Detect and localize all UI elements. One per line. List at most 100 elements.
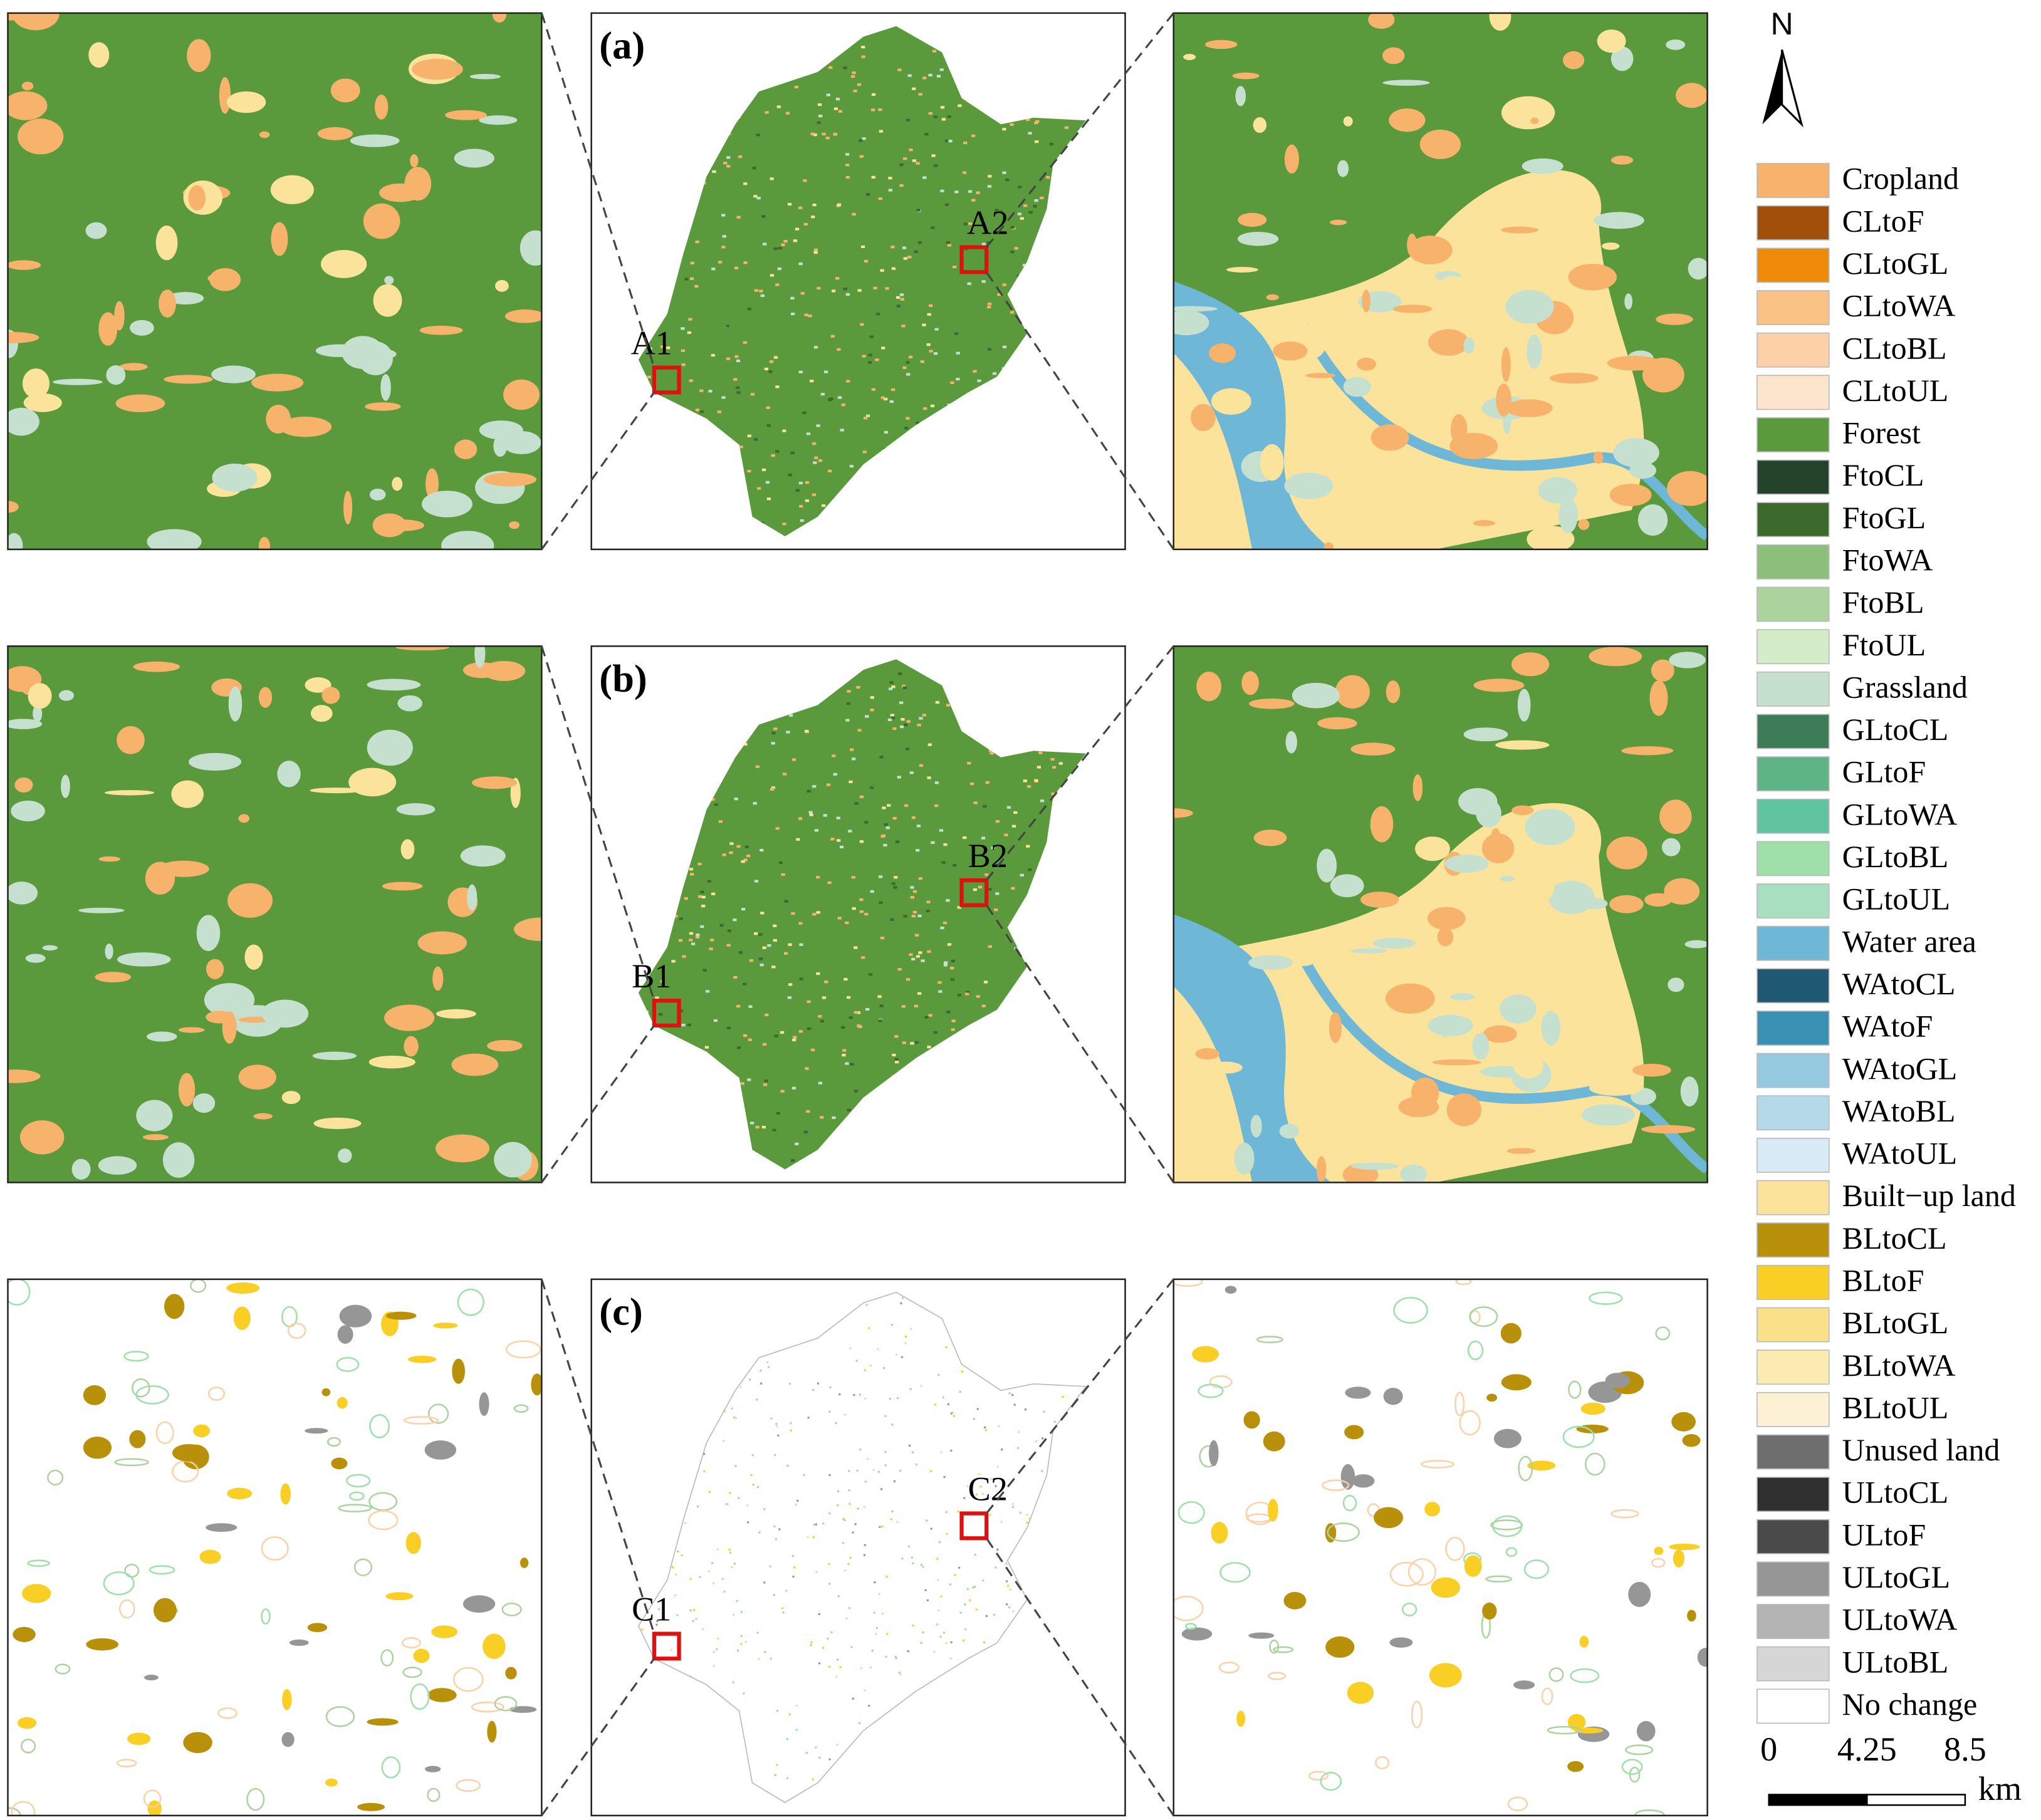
texture-dot (956, 378, 960, 381)
texture-dot (1028, 132, 1032, 135)
texture-dot (871, 175, 875, 179)
patch (454, 439, 478, 459)
texture-dot (934, 804, 939, 808)
texture-dot (810, 1641, 813, 1644)
patch (479, 1392, 489, 1417)
texture-dot (1023, 204, 1028, 207)
texture-dot (709, 947, 713, 950)
texture-dot (936, 75, 941, 78)
patch (1267, 1672, 1287, 1680)
patch (313, 1117, 362, 1130)
patch (98, 1156, 137, 1175)
patch (21, 1739, 36, 1754)
patch (1370, 806, 1394, 843)
texture-dot (874, 1633, 877, 1635)
texture-dot (808, 315, 812, 318)
texture-dot (760, 294, 765, 298)
texture-dot (765, 111, 769, 114)
texture-dot (891, 685, 895, 689)
patch (1579, 1636, 1589, 1648)
patch (1606, 836, 1647, 870)
patch (1209, 1061, 1243, 1074)
texture-dot (868, 1327, 870, 1329)
texture-dot (799, 504, 803, 508)
texture-dot (872, 1469, 875, 1471)
patch (1467, 1340, 1484, 1360)
patch (1522, 158, 1563, 174)
texture-dot (785, 1589, 788, 1592)
texture-dot (864, 821, 869, 824)
patch (1628, 1581, 1651, 1608)
texture-dot (711, 892, 716, 895)
texture-dot (756, 1631, 759, 1634)
legend-swatch (1757, 205, 1830, 241)
texture-dot (1046, 176, 1050, 179)
texture-dot (947, 244, 952, 247)
patch (1548, 1667, 1564, 1682)
texture-dot (704, 1046, 709, 1049)
texture-dot (800, 519, 804, 522)
texture-dot (962, 1639, 964, 1641)
texture-dot (763, 1508, 766, 1511)
texture-dot (717, 410, 722, 413)
patch (209, 268, 241, 291)
texture-dot (820, 1116, 824, 1119)
texture-dot (846, 702, 851, 705)
patch (1218, 1661, 1240, 1674)
box-label: C2 (968, 1470, 1008, 1508)
patch (402, 1637, 421, 1649)
patch (1211, 388, 1251, 415)
texture-dot (1002, 345, 1007, 348)
texture-dot (856, 1011, 861, 1014)
texture-dot (775, 385, 780, 388)
patch (363, 203, 400, 239)
patch (196, 915, 221, 952)
texture-dot (944, 961, 948, 964)
texture-dot (733, 1416, 736, 1418)
texture-dot (991, 846, 995, 850)
texture-dot (905, 747, 910, 751)
texture-dot (734, 1417, 737, 1420)
texture-dot (985, 1615, 988, 1617)
north-arrow-right (1781, 49, 1803, 128)
texture-dot (776, 1425, 778, 1428)
texture-dot (914, 933, 919, 937)
texture-dot (934, 352, 938, 355)
texture-dot (901, 325, 906, 328)
texture-dot (763, 1581, 766, 1584)
province (638, 659, 1086, 1170)
texture-dot (916, 824, 921, 828)
texture-dot (947, 943, 952, 946)
texture-dot (1005, 178, 1010, 182)
texture-dot (697, 1505, 699, 1508)
patch (162, 1142, 195, 1178)
texture-dot (713, 1582, 715, 1584)
texture-dot (773, 356, 778, 359)
texture-dot (879, 130, 884, 133)
texture-dot (777, 267, 782, 271)
patch (1431, 1577, 1461, 1598)
legend-label: ULtoGL (1842, 1559, 1951, 1594)
patch (206, 1011, 233, 1024)
texture-dot (825, 137, 830, 140)
texture-dot (731, 1407, 733, 1410)
texture-dot (1052, 766, 1057, 769)
texture-dot (793, 1036, 797, 1039)
patch (8, 719, 43, 729)
texture-dot (813, 461, 817, 464)
patch (1597, 29, 1626, 53)
legend-swatch (1757, 1137, 1830, 1173)
patch (1386, 680, 1401, 704)
patch (1501, 96, 1555, 130)
texture-dot (952, 1412, 954, 1414)
texture-dot (812, 1388, 815, 1391)
legend-label: WAtoBL (1842, 1093, 1956, 1128)
texture-dot (708, 1490, 711, 1494)
patch (136, 1100, 173, 1131)
patch (1238, 212, 1267, 227)
patch (1224, 1286, 1237, 1294)
texture-dot (999, 210, 1003, 213)
legend-label: GLtoWA (1842, 796, 1958, 831)
texture-dot (992, 372, 997, 375)
patch (343, 491, 353, 524)
